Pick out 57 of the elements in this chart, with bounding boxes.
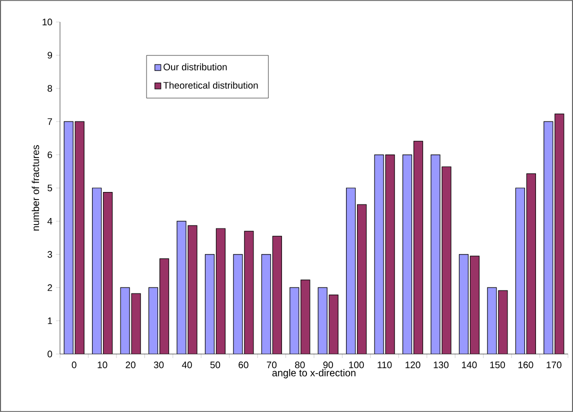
bar: [318, 288, 328, 354]
x-tick-label: 120: [406, 362, 420, 368]
y-tick-label: 5: [48, 184, 52, 192]
bar: [262, 254, 271, 354]
bar: [290, 288, 299, 354]
y-axis-title: number of fractures: [32, 145, 40, 231]
y-tick-label: 7: [48, 118, 52, 125]
x-tick-label: 80: [295, 362, 305, 368]
bar: [216, 228, 226, 354]
legend-label: Our distribution: [164, 63, 227, 70]
y-tick-label: 0: [48, 350, 52, 358]
bar: [357, 204, 366, 354]
x-axis-title: angle to x-direction: [272, 369, 356, 378]
x-tick-label: 70: [266, 362, 277, 368]
bar: [103, 192, 112, 354]
y-tick-label: 8: [48, 85, 52, 92]
bar: [300, 280, 310, 354]
y-tick-label: 10: [42, 18, 52, 26]
bar: [554, 114, 564, 354]
bar: [470, 256, 480, 354]
bar: [75, 122, 84, 354]
x-tick-label: 30: [154, 362, 164, 368]
y-tick-label: 3: [48, 251, 52, 258]
x-tick-label: 20: [126, 362, 136, 368]
y-tick-label: 2: [48, 284, 52, 291]
x-tick-label: 110: [378, 362, 392, 368]
x-tick-label: 150: [490, 362, 505, 368]
y-tick-label: 4: [47, 218, 52, 224]
bar: [205, 254, 214, 354]
x-tick-label: 170: [546, 362, 562, 368]
bar: [414, 141, 423, 354]
bar: [64, 122, 74, 354]
y-tick-label: 6: [48, 151, 52, 158]
bar: [346, 188, 356, 354]
x-tick-label: 90: [323, 362, 334, 368]
bar: [272, 236, 282, 354]
bar: [160, 258, 169, 354]
x-tick-label: 60: [238, 362, 248, 368]
x-tick-label: 130: [434, 362, 449, 368]
y-tick-label: 1: [48, 318, 52, 324]
x-tick-label: 10: [98, 362, 108, 368]
bar: [402, 154, 412, 354]
bar: [148, 288, 158, 354]
bar: [516, 188, 525, 354]
x-tick-label: 40: [182, 362, 192, 368]
legend-label: Theoretical distribution: [163, 82, 258, 89]
x-tick-label: 140: [462, 362, 477, 368]
y-tick-label: 9: [48, 52, 52, 59]
x-tick-label: 100: [349, 362, 364, 368]
bar: [526, 174, 536, 354]
bar: [544, 121, 554, 354]
x-tick-label: 0: [72, 362, 76, 368]
bar: [92, 188, 102, 354]
bar: [459, 254, 468, 354]
x-tick-label: 50: [210, 362, 220, 368]
x-tick-label: 160: [518, 362, 534, 368]
bar: [329, 294, 338, 354]
